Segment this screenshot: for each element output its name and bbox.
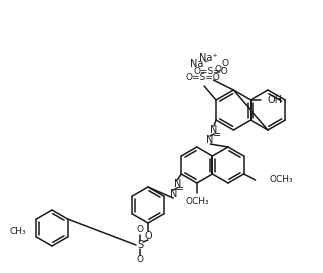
Text: O: O [144, 231, 152, 241]
Text: O=S=O: O=S=O [186, 73, 220, 82]
Text: O: O [221, 60, 228, 69]
Text: N: N [210, 125, 218, 135]
Text: O⁻: O⁻ [214, 64, 226, 73]
Text: =: = [213, 130, 221, 140]
Text: S: S [137, 240, 143, 250]
Text: Na⁺: Na⁺ [190, 59, 209, 69]
Text: O: O [137, 225, 143, 235]
Text: OCH₃: OCH₃ [270, 176, 293, 185]
Text: CH₃: CH₃ [10, 227, 26, 236]
Text: N: N [170, 189, 177, 199]
Text: N: N [173, 179, 181, 189]
Text: O: O [137, 256, 143, 265]
Text: OH: OH [268, 95, 283, 105]
Text: =: = [176, 184, 184, 194]
Text: Na⁺: Na⁺ [199, 53, 218, 63]
Text: N: N [206, 135, 214, 145]
Text: O=S=O: O=S=O [194, 67, 229, 76]
Text: OCH₃: OCH₃ [185, 197, 209, 206]
